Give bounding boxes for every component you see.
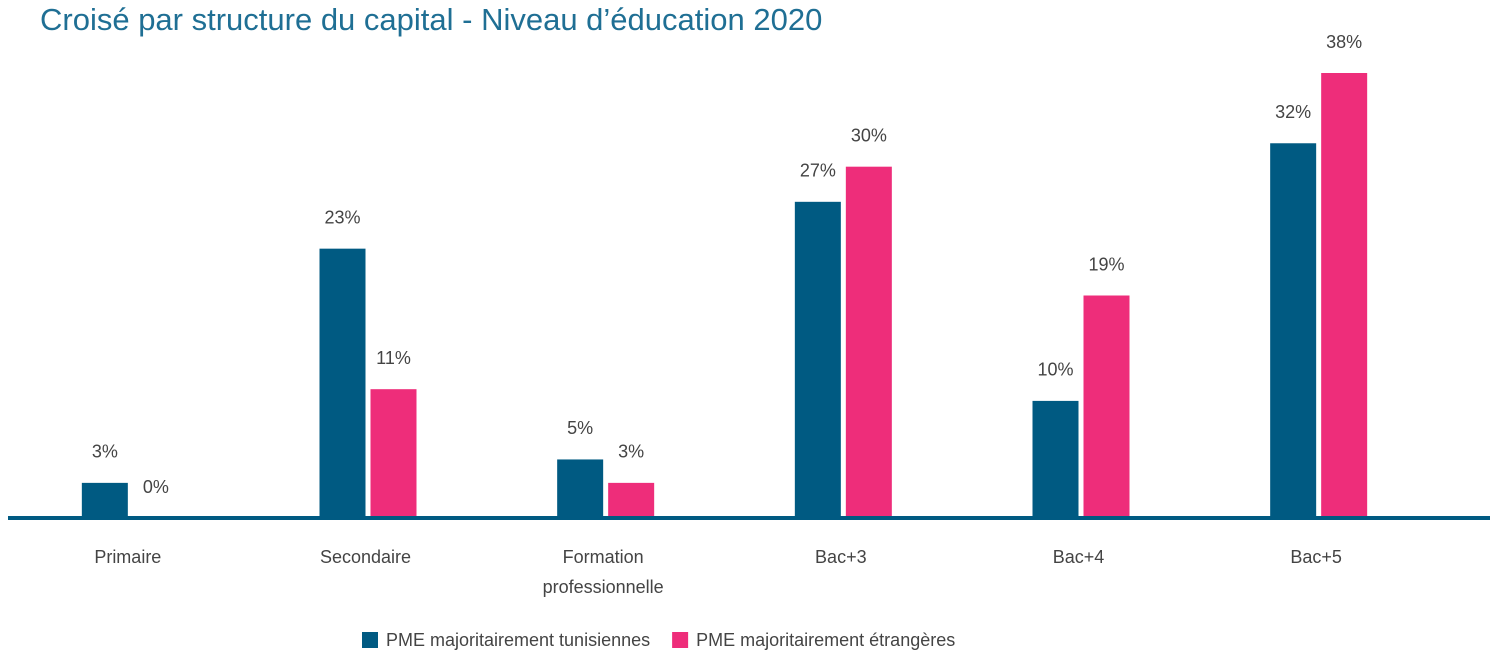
bar: [1270, 143, 1317, 518]
bar: [608, 482, 655, 518]
x-tick-label: Bac+4: [1052, 547, 1105, 567]
value-label: 3%: [92, 442, 118, 462]
value-label: 3%: [618, 442, 644, 462]
legend-label: PME majoritairement tunisiennes: [386, 630, 650, 650]
value-label: 10%: [1037, 360, 1073, 380]
x-tick-label: Bac+5: [1290, 547, 1342, 567]
x-tick-label: Secondaire: [319, 547, 412, 567]
x-tick-label: Bac+3: [815, 547, 867, 567]
value-label: 19%: [1088, 254, 1124, 274]
value-label: 27%: [800, 161, 836, 181]
value-label: 30%: [851, 125, 887, 145]
bar: [1032, 400, 1079, 518]
value-label: 0%: [143, 477, 169, 497]
bar: [794, 201, 841, 518]
bar: [370, 389, 417, 518]
bar: [557, 459, 604, 518]
bar: [81, 482, 128, 518]
value-label: 11%: [376, 348, 411, 368]
value-label: 5%: [567, 418, 593, 438]
value-label: 38%: [1326, 32, 1362, 52]
value-label: 23%: [324, 207, 360, 227]
bar: [845, 166, 892, 518]
chart-title: Croisé par structure du capital - Niveau…: [40, 2, 823, 37]
legend-swatch: [672, 632, 689, 648]
bar: [1321, 73, 1368, 518]
legend-label: PME majoritairement étrangères: [696, 630, 955, 650]
bar: [319, 248, 366, 518]
x-tick-label: Primaire: [94, 547, 162, 567]
value-label: 32%: [1275, 102, 1311, 122]
x-tick-label: Formation professionnelle: [542, 547, 664, 597]
legend-swatch: [362, 632, 378, 648]
bar: [1083, 295, 1130, 518]
